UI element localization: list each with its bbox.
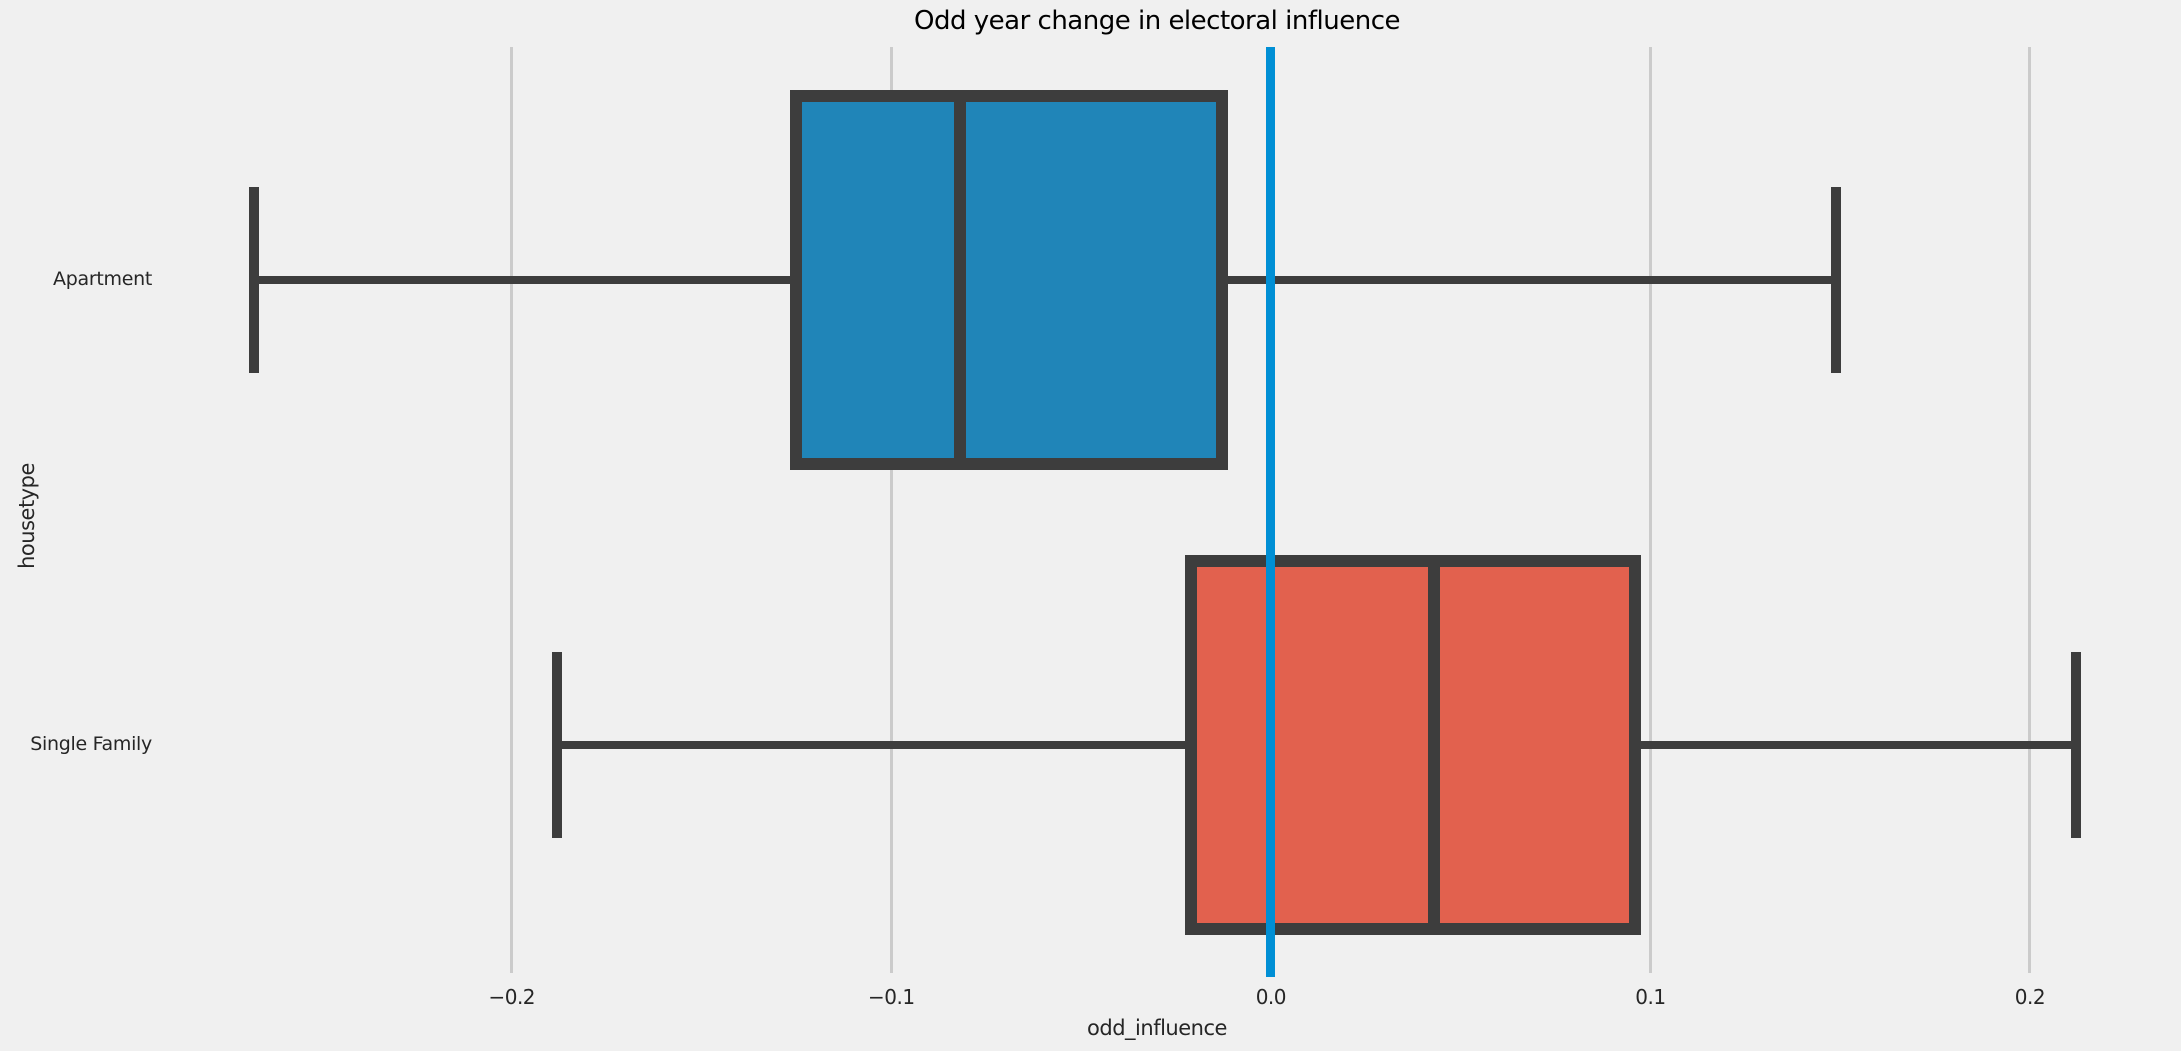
x-gridline (510, 47, 514, 973)
x-gridline (889, 47, 893, 973)
whisker-cap-high (1831, 187, 1842, 373)
x-axis-label: odd_influence (1087, 1016, 1227, 1040)
x-tick-label: 0.2 (2014, 985, 2046, 1009)
x-tick-label: 0.1 (1635, 985, 1666, 1009)
x-tick-label: −0.1 (868, 985, 915, 1009)
x-tick-label: −0.2 (488, 985, 536, 1009)
chart-title: Odd year change in electoral influence (914, 6, 1400, 36)
median-line (953, 102, 966, 458)
whisker-cap-low (248, 187, 259, 373)
box-apartment (790, 90, 1228, 470)
whisker-line-high (1635, 741, 2076, 749)
category-label: Single Family (30, 733, 152, 755)
whisker-cap-high (2070, 652, 2081, 838)
whisker-cap-low (552, 652, 563, 838)
box-single-family (1185, 555, 1642, 935)
y-axis-label: housetype (15, 463, 39, 569)
x-tick-label: 0.0 (1255, 985, 1287, 1009)
whisker-line-low (253, 276, 797, 284)
x-gridline (1648, 47, 1652, 973)
whisker-line-high (1221, 276, 1837, 284)
category-label: Apartment (53, 268, 152, 290)
whisker-line-low (557, 741, 1192, 749)
x-gridline (2028, 47, 2032, 973)
median-line (1428, 567, 1441, 923)
zero-reference-line (1266, 47, 1276, 977)
